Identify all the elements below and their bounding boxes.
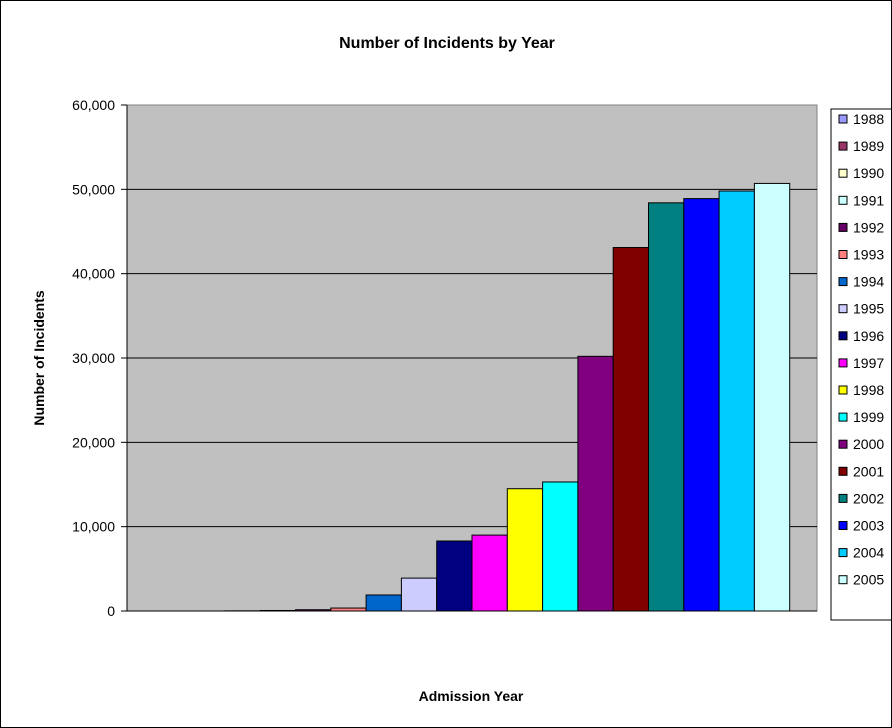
y-tick-label: 50,000 (72, 181, 115, 197)
legend-label-2000: 2000 (853, 436, 884, 452)
legend-swatch-1989 (838, 141, 848, 151)
legend-label-1994: 1994 (853, 274, 884, 290)
legend-swatch-2005 (838, 575, 848, 585)
legend-swatch-1995 (838, 304, 848, 314)
legend-label-1993: 1993 (853, 247, 884, 263)
legend-swatch-1999 (838, 412, 848, 422)
x-axis-label: Admission Year (419, 688, 524, 704)
legend-label-1995: 1995 (853, 301, 884, 317)
y-tick-label: 30,000 (72, 350, 115, 366)
bar-1999 (542, 481, 579, 612)
y-axis: 0 10,000 20,000 30,000 40,000 50,000 60,000 (72, 97, 817, 619)
bar-1995 (400, 577, 438, 612)
y-tick-label: 60,000 (72, 97, 115, 113)
legend-swatch-2004 (838, 548, 848, 558)
bars (224, 182, 791, 612)
legend-label-1989: 1989 (853, 138, 884, 154)
bar-2003 (683, 198, 720, 612)
legend-swatch-1991 (838, 195, 848, 205)
bar-1996 (436, 540, 473, 612)
legend-label-1998: 1998 (853, 382, 884, 398)
y-tick-label: 20,000 (72, 434, 115, 450)
legend-swatch-1990 (838, 168, 848, 178)
y-tick-label: 0 (107, 603, 115, 619)
legend-label-2001: 2001 (853, 463, 884, 479)
legend-swatch-2003 (838, 521, 848, 530)
bar-2005 (753, 182, 791, 612)
bar-2004 (718, 190, 755, 612)
bar-1998 (506, 488, 544, 612)
legend-label-2003: 2003 (853, 518, 884, 534)
chart-title: Number of Incidents by Year (339, 35, 555, 52)
bar-1994 (365, 594, 402, 612)
legend-label-1988: 1988 (853, 111, 884, 127)
legend-swatch-2001 (838, 466, 848, 476)
y-axis-label: Number of Incidents (31, 290, 47, 426)
legend-label-1996: 1996 (853, 328, 884, 344)
legend-label-1999: 1999 (853, 409, 884, 425)
legend: 1988 1989 1990 1991 1992 1993 1994 1995 1996 1997… (830, 108, 891, 621)
legend-swatch-1997 (838, 358, 848, 368)
legend-swatch-1998 (838, 385, 848, 395)
legend-label-1991: 1991 (853, 192, 884, 208)
legend-label-2005: 2005 (853, 572, 884, 588)
y-tick-label: 10,000 (72, 519, 115, 535)
legend-label-2004: 2004 (853, 545, 884, 561)
legend-label-1997: 1997 (853, 355, 884, 371)
bar-2000 (577, 355, 614, 612)
legend-swatch-1994 (838, 277, 848, 287)
legend-swatch-1992 (838, 222, 848, 232)
legend-label-1992: 1992 (853, 219, 884, 235)
y-tick-label: 40,000 (72, 266, 115, 282)
legend-swatch-2000 (838, 439, 848, 449)
legend-swatch-1996 (838, 331, 848, 341)
bar-1997 (471, 534, 508, 612)
legend-swatch-1993 (838, 250, 848, 259)
bar-2001 (612, 247, 650, 612)
legend-swatch-1988 (838, 114, 848, 124)
legend-label-2002: 2002 (853, 490, 884, 506)
legend-label-1990: 1990 (853, 165, 884, 181)
legend-swatch-2002 (838, 493, 848, 503)
bar-2002 (648, 202, 685, 612)
